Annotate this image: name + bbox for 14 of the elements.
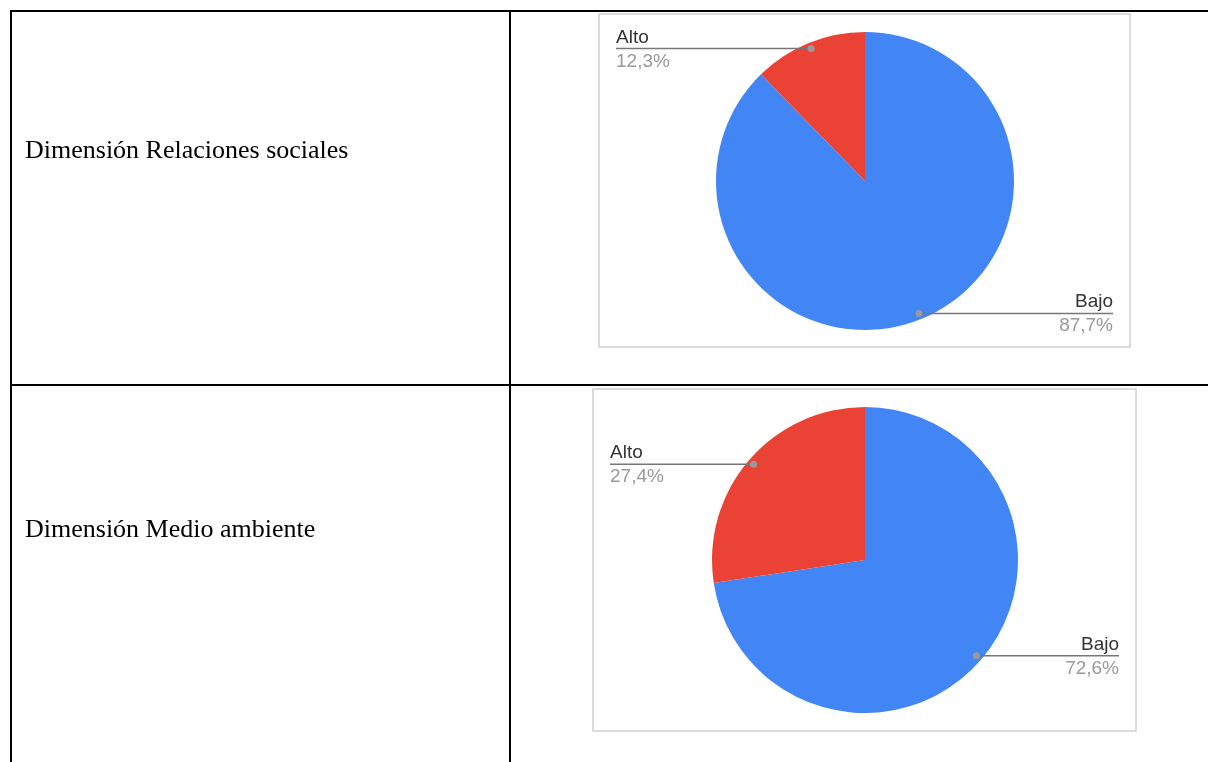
data-label: 12,3% (616, 49, 670, 71)
slice-label: Bajo (1074, 290, 1113, 312)
slice-label: Alto (610, 441, 643, 463)
text: Dimensión Medio ambiente (25, 514, 316, 543)
text: Dimensión Relaciones sociales (25, 135, 349, 164)
data-label: 72,6% (1065, 656, 1120, 678)
slice-label: Alto (616, 25, 649, 47)
pie-slice (716, 32, 1014, 330)
pie-slice (712, 407, 865, 583)
data-label: 87,7% (1059, 314, 1114, 336)
pie-slice (713, 407, 1018, 713)
pie-slice (760, 32, 865, 181)
slice-label: Bajo (1080, 632, 1119, 654)
data-label: 27,4% (610, 465, 664, 487)
